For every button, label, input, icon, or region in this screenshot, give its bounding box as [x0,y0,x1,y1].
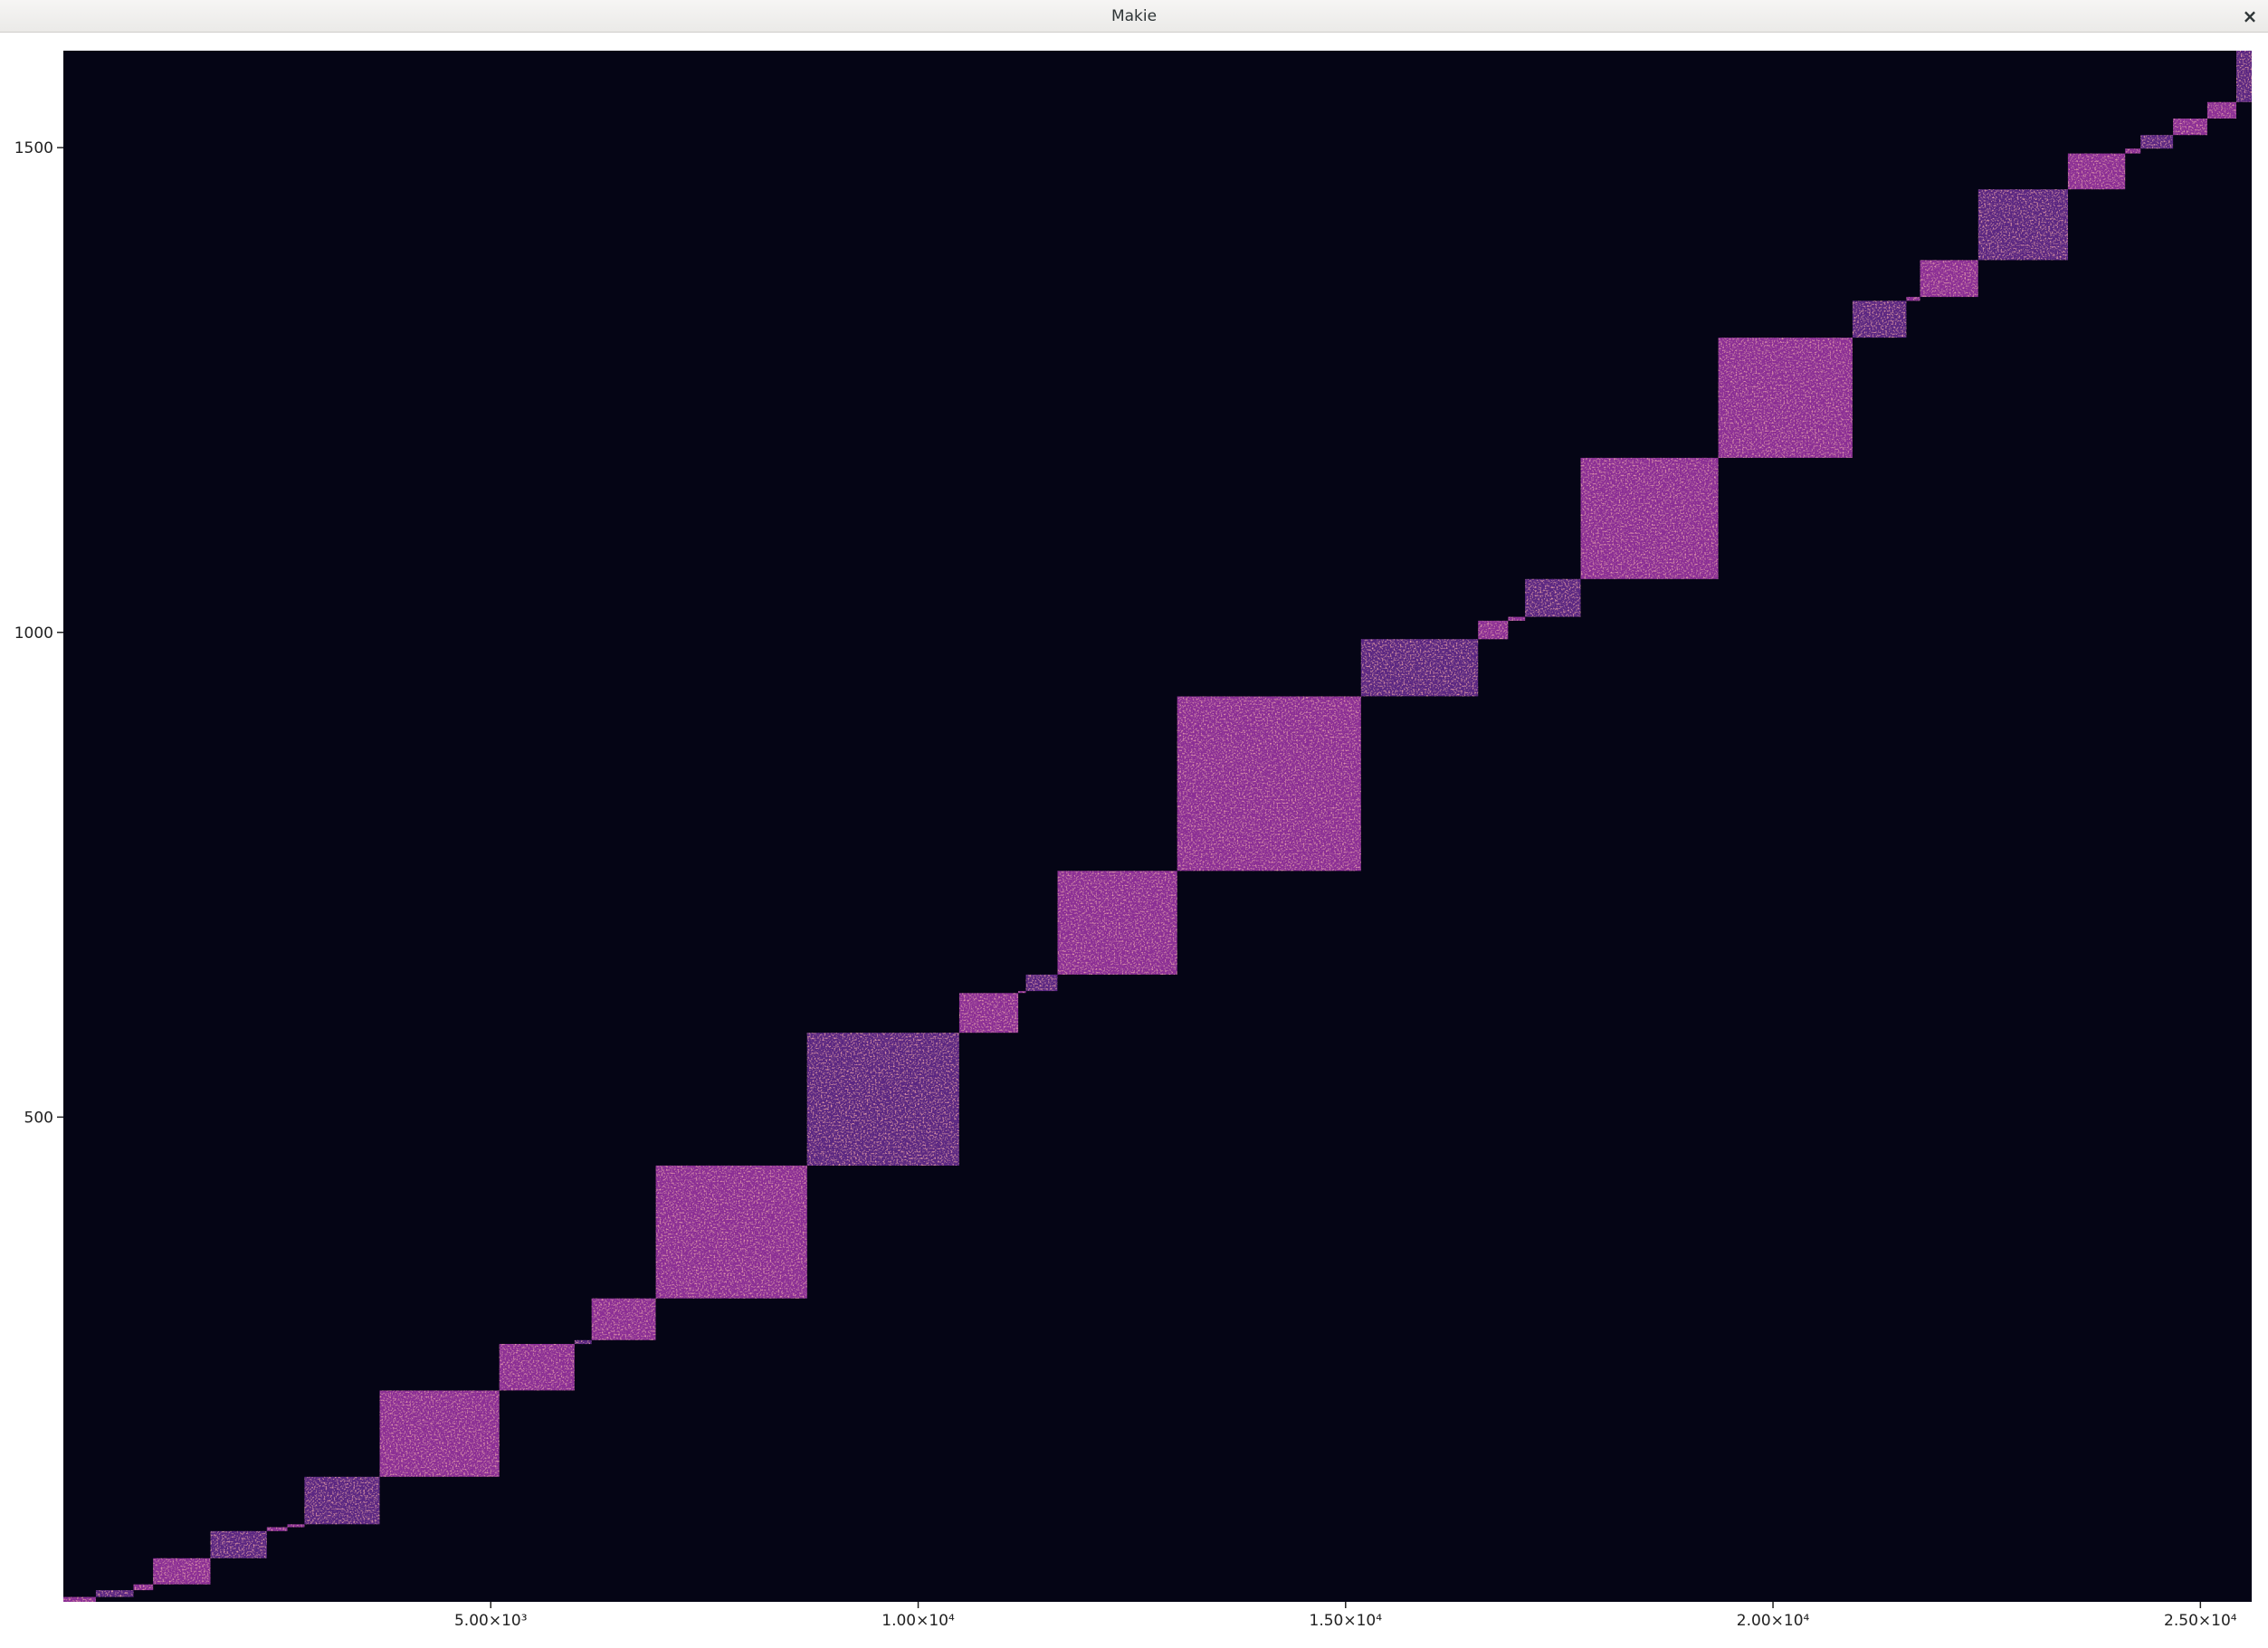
heatmap-block [210,1530,267,1558]
x-tick-label: 5.00×10³ [454,1612,528,1630]
heatmap-block [1718,338,1853,458]
heatmap-block [1525,578,1581,617]
heatmap-block [574,1339,592,1345]
heatmap-block [2140,135,2174,149]
heatmap-block [287,1524,305,1528]
heatmap-plot[interactable]: 5.00×10³ 1.00×10⁴ 1.50×10⁴ 2.00×10⁴ 2.50×10⁴… [0,33,2268,1648]
y-tick-label: 1500 [14,139,53,157]
window-title: Makie [1110,7,1158,25]
heatmap-block [133,1584,154,1591]
heatmap-block [1906,297,1920,301]
heatmap-block [63,1596,96,1602]
heatmap-block [2125,148,2141,154]
heatmap-block [1057,871,1177,975]
heatmap-block [806,1033,959,1166]
heatmap-block [1018,991,1026,994]
heatmap-block [655,1165,807,1299]
y-tick-label: 500 [24,1109,53,1127]
x-tick-label: 2.00×10⁴ [1737,1612,1810,1630]
heatmap-block [1478,620,1509,640]
window-titlebar[interactable]: Makie × [0,0,2268,33]
heatmap-block [2236,51,2252,102]
heatmap-block [2206,101,2236,119]
x-axis: 5.00×10³ 1.00×10⁴ 1.50×10⁴ 2.00×10⁴ 2.50×10⁴ [454,1602,2237,1630]
y-axis: 500 1000 1500 [14,139,63,1127]
heatmap-block [266,1527,288,1531]
heatmap-block [1025,974,1058,992]
x-tick-label: 1.50×10⁴ [1310,1612,1383,1630]
heatmap-block [1977,189,2068,261]
heatmap-block [153,1558,211,1585]
x-tick-label: 1.00×10⁴ [881,1612,955,1630]
x-tick-label: 2.50×10⁴ [2164,1612,2237,1630]
heatmap-block [2173,119,2207,136]
heatmap-block [499,1344,575,1391]
heatmap-block [1360,639,1479,697]
heatmap-blocks [63,51,2252,1602]
heatmap-block [304,1476,380,1525]
heatmap-block [1580,457,1719,579]
heatmap-block [1508,616,1526,621]
y-tick-label: 1000 [14,624,53,643]
heatmap-block [1920,260,1978,298]
heatmap-block [95,1590,134,1597]
heatmap-block [1177,696,1361,872]
close-icon[interactable]: × [2242,5,2258,27]
heatmap-block [591,1298,656,1340]
heatmap-block [958,993,1019,1034]
heatmap-block [379,1390,500,1477]
heatmap-block [1852,300,1907,338]
heatmap-block [2067,153,2126,190]
figure-canvas[interactable]: 5.00×10³ 1.00×10⁴ 1.50×10⁴ 2.00×10⁴ 2.50×10⁴… [0,33,2268,1648]
